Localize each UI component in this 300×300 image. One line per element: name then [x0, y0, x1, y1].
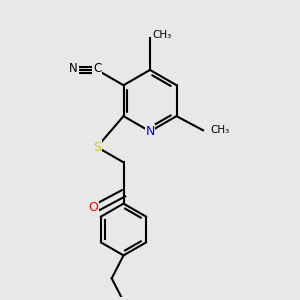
Text: CH₃: CH₃ — [210, 125, 230, 135]
Text: O: O — [88, 201, 98, 214]
Text: CH₃: CH₃ — [152, 30, 172, 40]
Text: N: N — [69, 62, 78, 75]
Text: N: N — [145, 125, 155, 138]
Text: S: S — [93, 141, 101, 154]
Text: C: C — [93, 62, 101, 75]
